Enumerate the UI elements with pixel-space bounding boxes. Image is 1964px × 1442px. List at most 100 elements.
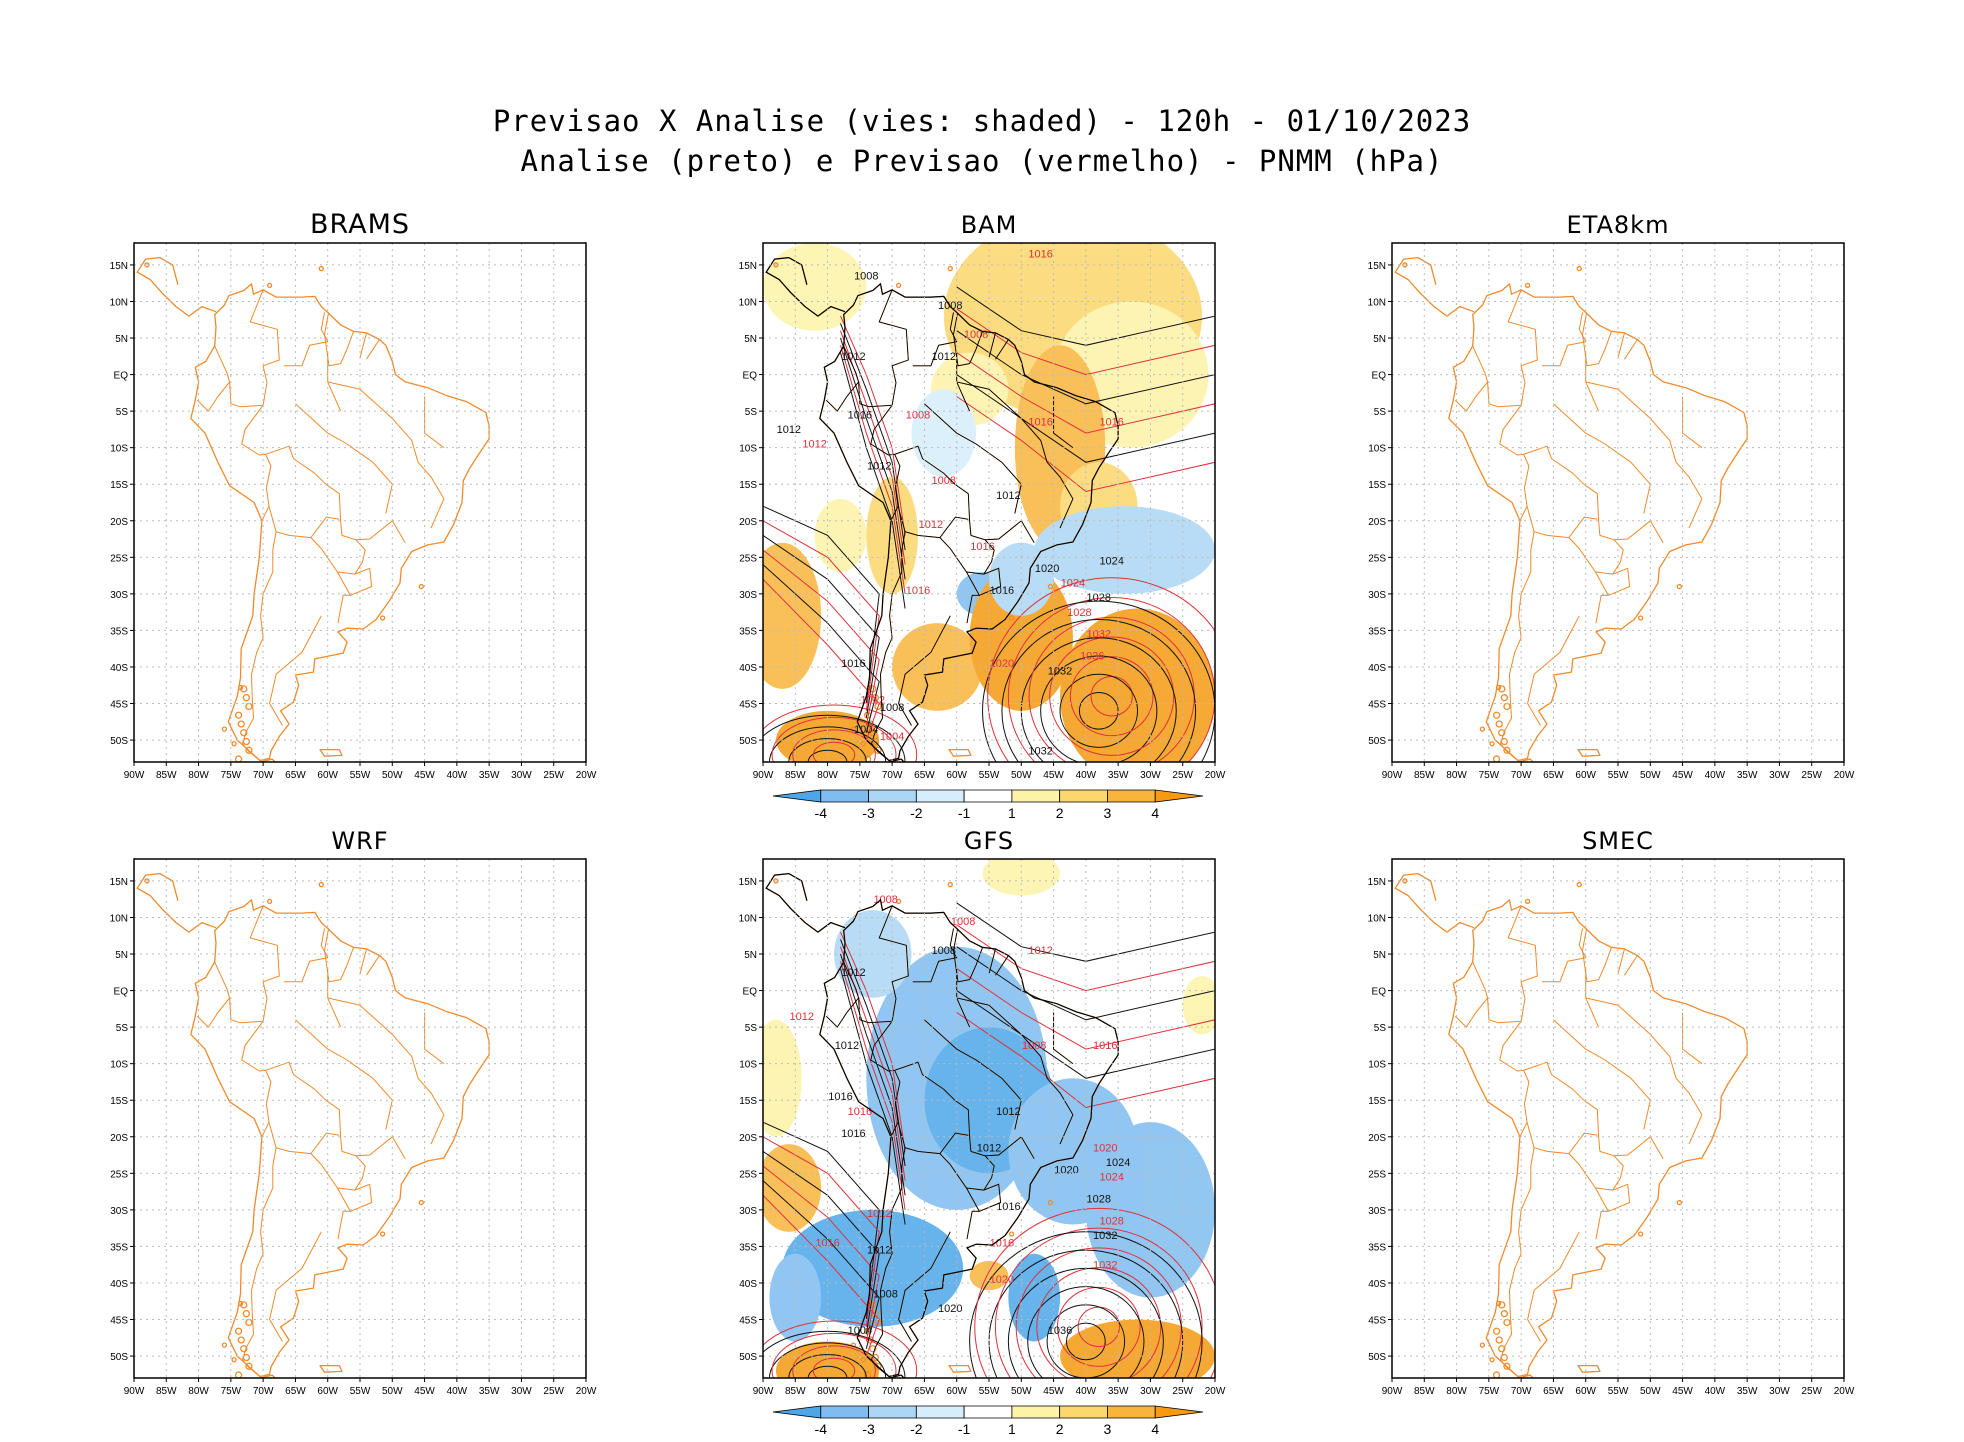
colorbar-swatch [915, 789, 965, 803]
colorbar-label: -4 [815, 805, 828, 821]
country-border [214, 961, 264, 1024]
isobar [840, 939, 906, 1167]
island [1576, 881, 1582, 888]
island [234, 1327, 243, 1335]
y-tick-label: 15S [739, 1096, 757, 1107]
coastline [1394, 256, 1475, 317]
bias-region [814, 498, 867, 572]
x-tick-label: 50W [382, 1386, 403, 1397]
country-border [295, 403, 393, 514]
island [1489, 1357, 1495, 1363]
isobar [956, 902, 1215, 962]
island [240, 729, 248, 737]
country-border [424, 1012, 445, 1065]
island [1479, 1342, 1486, 1348]
country-border [269, 1231, 322, 1342]
island [234, 711, 243, 719]
coastline [819, 282, 1119, 762]
x-tick-label: 75W [1479, 1386, 1500, 1397]
island [1500, 694, 1509, 702]
island [221, 1342, 228, 1348]
x-tick-label: 90W [1382, 1386, 1403, 1397]
country-border [336, 1187, 351, 1240]
colorbar-swatch [868, 789, 917, 803]
country-border [979, 1183, 1002, 1212]
x-tick-label: 70W [1511, 1386, 1532, 1397]
y-tick-label: 20S [110, 1133, 128, 1144]
y-tick-label: 50S [739, 736, 757, 747]
forecast-contour-label: 1020 [1093, 1142, 1117, 1154]
x-tick-label: 30W [511, 770, 532, 781]
y-tick-label: 20S [739, 1133, 757, 1144]
x-tick-label: 75W [1479, 770, 1500, 781]
y-tick-label: 50S [110, 1352, 128, 1363]
bias-region [1060, 608, 1215, 762]
x-tick-label: 50W [1011, 770, 1032, 781]
map-frame [1391, 242, 1845, 763]
x-tick-label: 65W [1543, 1386, 1564, 1397]
panel-title-gfs: GFS [963, 827, 1015, 855]
island [240, 685, 248, 693]
isobar [840, 961, 906, 1210]
island [379, 615, 386, 621]
y-tick-label: 15S [1368, 480, 1386, 491]
country-border [249, 905, 280, 1022]
bias-region [911, 389, 977, 477]
country-border [953, 929, 983, 983]
island [1492, 1371, 1501, 1378]
country-border [1472, 345, 1522, 408]
forecast-contour-label: 1016 [990, 1237, 1014, 1249]
isobar [1078, 692, 1119, 730]
colorbar-swatch [772, 789, 822, 803]
forecast-contour-label: 1020 [990, 658, 1014, 670]
map-frame [762, 242, 1216, 763]
y-tick-label: 20S [739, 517, 757, 528]
island [240, 1345, 248, 1353]
isobar [1040, 655, 1158, 762]
island [242, 1353, 251, 1362]
grid: 90W 85W 80W 75W 70W 65W 60W 55W 50W 45W 40W 35W 30W 2… [110, 859, 597, 1397]
y-tick-label: 10N [110, 297, 128, 308]
x-tick-label: 80W [817, 770, 838, 781]
y-tick-label: EQ [743, 987, 758, 998]
analysis-contour-label: 1032 [1028, 746, 1052, 758]
figure-title-line-1: Previsao X Analise (vies: shaded) - 120h… [492, 104, 1472, 138]
x-tick-label: 85W [785, 770, 806, 781]
x-tick-label: 75W [221, 770, 242, 781]
x-tick-label: 30W [511, 1386, 532, 1397]
isobar [763, 704, 918, 762]
x-tick-label: 35W [479, 770, 500, 781]
y-tick-label: 5S [116, 407, 129, 418]
x-tick-label: 40W [1076, 770, 1097, 781]
x-tick-label: 75W [850, 770, 871, 781]
island [242, 1310, 251, 1318]
y-tick-label: 10N [739, 913, 757, 924]
x-tick-label: 45W [414, 1386, 435, 1397]
analysis-contour-label: 1012 [996, 1106, 1020, 1118]
country-border [242, 531, 277, 761]
forecast-contour-label: 1028 [1067, 607, 1091, 619]
island [144, 878, 150, 884]
y-tick-label: 5S [1374, 407, 1387, 418]
colorbar-label: 4 [1151, 1421, 1159, 1437]
colorbar-swatch [1059, 1405, 1108, 1419]
contour-labels: 1012 1008 1012 1016 1012 1012 1020 1024 1028 1032… [790, 894, 1131, 1337]
island [240, 1301, 248, 1309]
map-content [136, 256, 490, 762]
x-tick-label: 35W [1108, 1386, 1129, 1397]
island [1503, 746, 1511, 754]
island [1503, 1362, 1511, 1370]
island [1637, 615, 1644, 621]
country-border [897, 1122, 969, 1155]
y-tick-label: EQ [114, 371, 129, 382]
coastline-overlay [765, 872, 1119, 1378]
colorbar-swatch [1154, 1405, 1204, 1419]
analysis-contour-label: 1008 [932, 945, 956, 957]
country-border [283, 928, 329, 983]
island [245, 746, 253, 754]
colorbar: -4 -3 -2 -1 1 2 3 4 [772, 1405, 1204, 1437]
country-border [1499, 1021, 1530, 1138]
y-tick-label: 15N [1368, 877, 1386, 888]
x-tick-label: 60W [1575, 1386, 1596, 1397]
isobar [840, 315, 906, 536]
